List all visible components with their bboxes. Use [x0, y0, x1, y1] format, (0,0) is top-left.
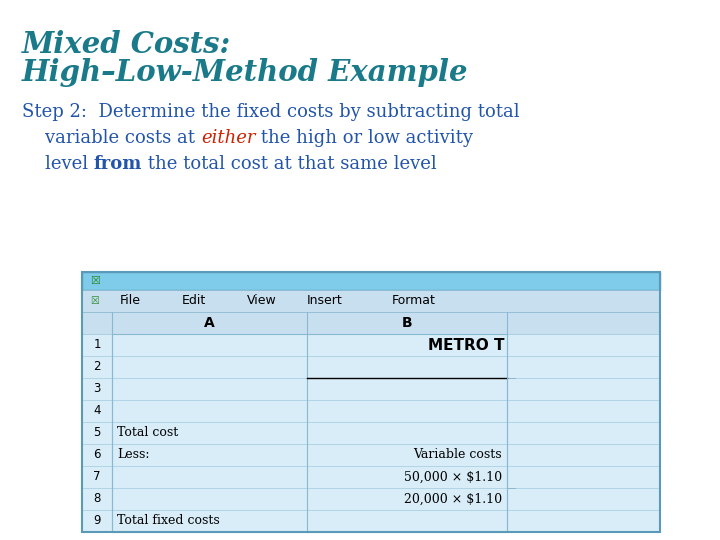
Text: Insert: Insert	[307, 294, 343, 307]
Text: either: either	[201, 129, 256, 147]
Bar	[82, 400, 660, 422]
Bar	[82, 290, 660, 312]
Text: View: View	[247, 294, 276, 307]
Text: 9: 9	[94, 515, 101, 528]
Bar	[112, 334, 507, 532]
Text: 3: 3	[94, 382, 101, 395]
Text: 1: 1	[94, 339, 101, 352]
Bar	[82, 312, 660, 334]
Text: METRO T: METRO T	[428, 338, 505, 353]
Text: Less:: Less:	[117, 449, 150, 462]
Text: variable costs at: variable costs at	[22, 129, 201, 147]
Text: Mixed Costs:: Mixed Costs:	[22, 30, 231, 59]
Text: 2: 2	[94, 361, 101, 374]
Bar	[82, 422, 660, 444]
Bar	[82, 356, 660, 378]
Bar	[82, 488, 660, 510]
Text: the high or low activity: the high or low activity	[256, 129, 473, 147]
Text: 5: 5	[94, 427, 101, 440]
Bar	[82, 510, 660, 532]
Text: from: from	[94, 155, 143, 173]
Bar	[82, 466, 660, 488]
Text: 50,000 × $1.10: 50,000 × $1.10	[404, 470, 502, 483]
Bar	[82, 272, 660, 290]
Text: 6: 6	[94, 449, 101, 462]
Text: 8: 8	[94, 492, 101, 505]
Text: A: A	[204, 316, 215, 330]
Text: B: B	[402, 316, 413, 330]
Text: ☒: ☒	[90, 276, 100, 286]
Text: 20,000 × $1.10: 20,000 × $1.10	[404, 492, 502, 505]
Text: File: File	[120, 294, 141, 307]
Text: level: level	[22, 155, 94, 173]
Bar	[82, 444, 660, 466]
Bar	[82, 334, 660, 356]
Text: High–Low-Method Example: High–Low-Method Example	[22, 58, 469, 87]
Text: Variable costs: Variable costs	[413, 449, 502, 462]
Text: Format: Format	[392, 294, 436, 307]
Text: Step 2:  Determine the fixed costs by subtracting total: Step 2: Determine the fixed costs by sub…	[22, 103, 520, 121]
Text: Total fixed costs: Total fixed costs	[117, 515, 220, 528]
Text: Total cost: Total cost	[117, 427, 179, 440]
Text: ☒: ☒	[90, 296, 99, 306]
Bar	[82, 272, 660, 532]
Text: 4: 4	[94, 404, 101, 417]
Text: 7: 7	[94, 470, 101, 483]
Text: Edit: Edit	[182, 294, 206, 307]
Bar	[82, 378, 660, 400]
Text: the total cost at that same level: the total cost at that same level	[143, 155, 437, 173]
